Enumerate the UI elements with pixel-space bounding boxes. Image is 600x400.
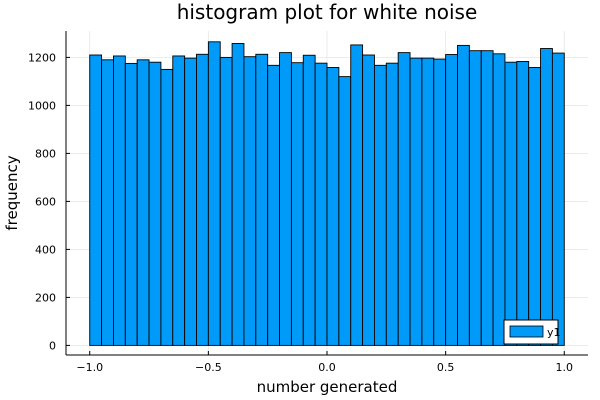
legend: y1 [503, 319, 561, 345]
histogram-bar [409, 57, 423, 346]
histogram-bar [124, 62, 138, 346]
histogram-bar [362, 54, 375, 346]
x-axis-label: number generated [257, 378, 398, 396]
legend-label-y1: y1 [547, 326, 561, 339]
histogram-bar [433, 58, 447, 346]
histogram-bar [421, 57, 435, 346]
y-tick-label: 1200 [28, 51, 56, 64]
histogram-bar [397, 52, 411, 346]
y-tick-label: 0 [49, 339, 56, 352]
histogram-bar [196, 53, 209, 346]
histogram-bar [338, 76, 352, 346]
histogram-bar [101, 59, 114, 346]
legend-swatch [509, 325, 544, 338]
histogram-bar [445, 54, 458, 346]
y-tick-label: 400 [35, 243, 56, 256]
ticks-layer: −1.0 −0.5 0.0 0.5 1.0 0 200 400 600 800 1000 1200 [28, 51, 573, 374]
histogram-bar [326, 67, 340, 346]
histogram-bar [468, 50, 482, 346]
x-tick-label: 0.5 [437, 361, 455, 374]
histogram-bar [551, 52, 565, 346]
histogram-bar [160, 68, 174, 346]
x-tick-label: 1.0 [556, 361, 574, 374]
histogram-bar [267, 64, 280, 346]
histogram-bar [231, 43, 245, 346]
histogram-bar [89, 54, 103, 346]
chart-title: histogram plot for white noise [177, 0, 478, 24]
histogram-bar [314, 62, 328, 346]
histogram-bar [207, 41, 221, 346]
histogram-bar [374, 64, 387, 346]
histogram-bar [290, 62, 304, 346]
y-tick-label: 200 [35, 291, 56, 304]
bars-layer [89, 41, 565, 346]
y-tick-label: 1000 [28, 99, 56, 112]
histogram-bar [457, 44, 470, 346]
histogram-bar [385, 62, 399, 346]
histogram-bar [516, 61, 530, 346]
histogram-bar [113, 55, 126, 346]
histogram-bar [279, 52, 292, 346]
histogram-bar [255, 53, 269, 346]
x-tick-label: −1.0 [76, 361, 103, 374]
histogram-bar [136, 59, 150, 346]
histogram-bar [148, 61, 162, 346]
histogram-bar [492, 53, 506, 346]
y-tick-label: 800 [35, 147, 56, 160]
histogram-bar [243, 56, 257, 346]
y-tick-label: 600 [35, 195, 56, 208]
histogram-bar [172, 55, 186, 346]
x-tick-label: 0.0 [318, 361, 336, 374]
histogram-bar [528, 67, 541, 346]
x-tick-label: −0.5 [195, 361, 222, 374]
histogram-bar [219, 56, 233, 346]
y-axis-label: frequency [3, 155, 21, 230]
histogram-bar [184, 57, 197, 346]
histogram-bar [504, 61, 518, 346]
histogram-bar [350, 44, 364, 346]
histogram-bar [540, 48, 553, 346]
histogram-bar [302, 54, 316, 346]
histogram-bar [480, 50, 494, 346]
